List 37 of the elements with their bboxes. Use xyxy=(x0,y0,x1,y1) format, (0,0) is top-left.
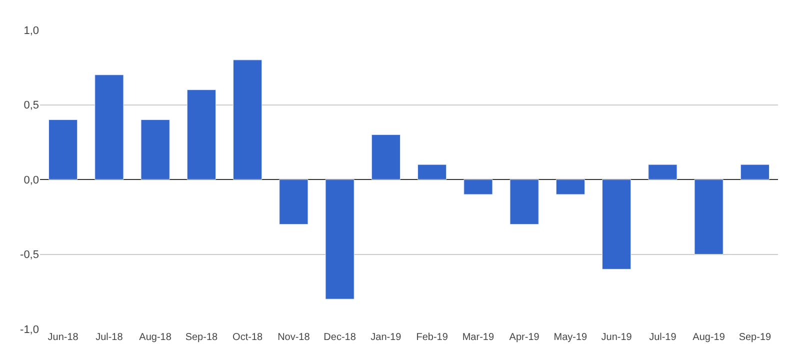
bar xyxy=(140,119,170,180)
y-tick-label: 0,0 xyxy=(24,174,39,186)
x-tick-label: May-19 xyxy=(554,332,588,343)
y-tick-label: -1,0 xyxy=(20,324,39,336)
bar xyxy=(464,179,493,195)
bar xyxy=(648,164,678,180)
x-tick-label: Aug-18 xyxy=(139,332,172,343)
x-tick-label: Mar-19 xyxy=(462,332,494,343)
bar xyxy=(602,179,632,270)
y-tick-label: 1,0 xyxy=(24,24,39,37)
x-tick-label: Jul-18 xyxy=(96,332,124,343)
bar xyxy=(279,179,308,225)
x-tick-label: Apr-19 xyxy=(509,332,540,343)
bar xyxy=(556,179,585,195)
bar xyxy=(94,74,124,180)
bar xyxy=(510,179,539,225)
bar xyxy=(371,134,400,180)
bar xyxy=(233,60,262,180)
x-tick-label: Nov-18 xyxy=(278,332,310,343)
bar xyxy=(694,179,724,254)
bar xyxy=(186,90,216,180)
x-tick-label: Sep-18 xyxy=(185,332,218,343)
x-tick-label: Jan-19 xyxy=(370,332,402,343)
x-tick-label: Jul-19 xyxy=(649,332,677,343)
bar xyxy=(48,119,78,180)
x-tick-label: Feb-19 xyxy=(416,332,448,343)
bar xyxy=(740,164,770,180)
y-tick-label: 0,5 xyxy=(24,100,39,112)
x-tick-label: Jun-19 xyxy=(601,332,632,343)
x-tick-label: Jun-18 xyxy=(48,332,79,343)
bar xyxy=(418,164,447,180)
x-tick-label: Aug-19 xyxy=(692,332,726,343)
bar xyxy=(325,179,354,300)
x-tick-label: Sep-19 xyxy=(738,332,772,343)
y-tick-label: -0,5 xyxy=(20,249,39,262)
x-tick-label: Dec-18 xyxy=(324,332,356,343)
x-tick-label: Oct-18 xyxy=(232,332,263,343)
